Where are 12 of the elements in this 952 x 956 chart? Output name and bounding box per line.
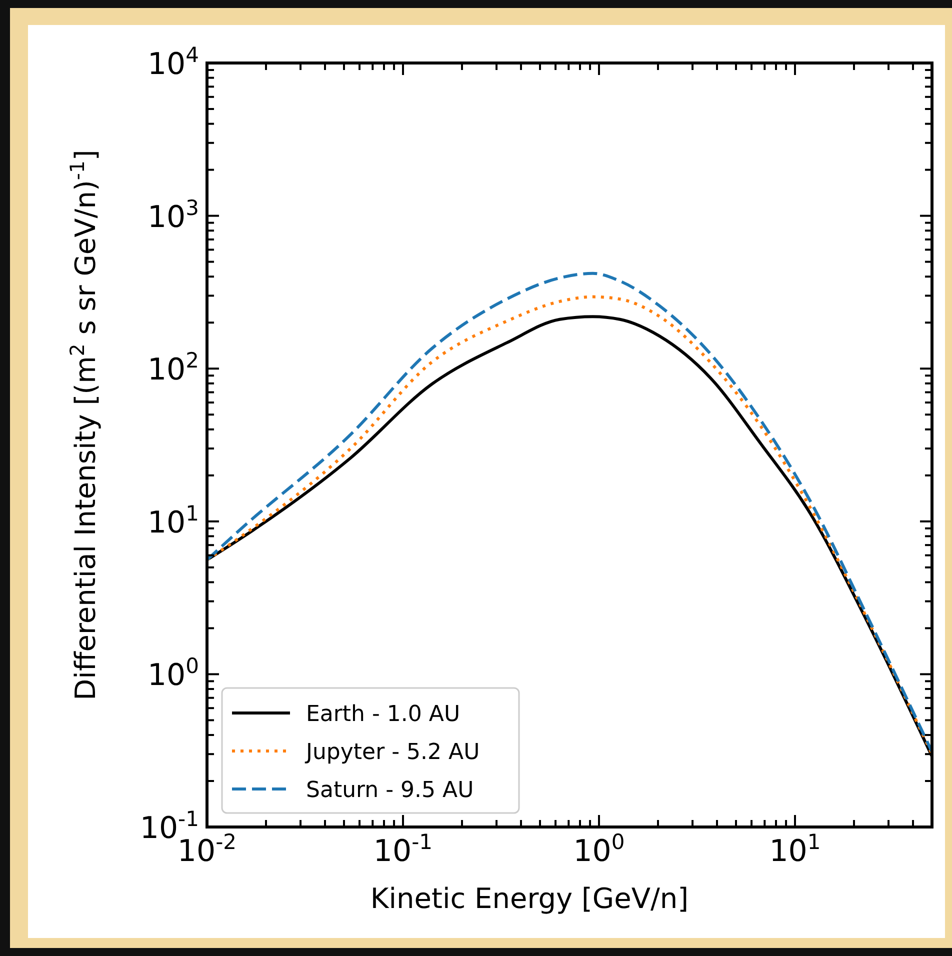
x-tick-label: 10$^{1}$ (769, 830, 821, 869)
y-tick-label: 10$^{3}$ (147, 196, 199, 235)
x-axis-title: Kinetic Energy [GeV/n] (370, 882, 689, 915)
y-tick-label: 10$^{4}$ (147, 43, 199, 82)
y-tick-label: 10$^{2}$ (147, 348, 199, 388)
legend-label: Earth - 1.0 AU (306, 702, 460, 727)
x-tick-label: 10$^{0}$ (573, 830, 625, 869)
x-tick-label: 10$^{-1}$ (373, 830, 433, 869)
legend-label: Jupyter - 5.2 AU (304, 740, 480, 765)
y-tick-label: 10$^{0}$ (147, 654, 199, 694)
legend-label: Saturn - 9.5 AU (306, 778, 474, 803)
y-tick-label: 10$^{1}$ (147, 501, 199, 540)
